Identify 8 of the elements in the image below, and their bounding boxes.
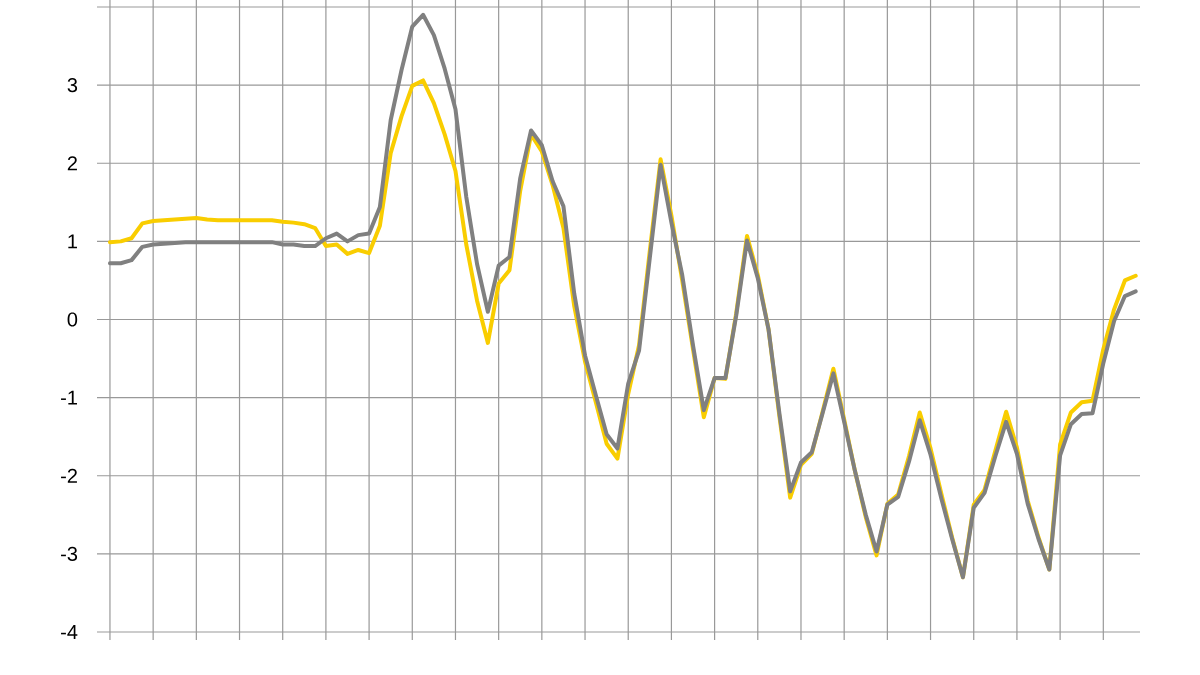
y-tick-label: 0 bbox=[67, 312, 78, 327]
y-tick-label: -2 bbox=[61, 468, 77, 483]
y-tick-label: -3 bbox=[61, 546, 78, 561]
y-tick-label: 3 bbox=[67, 78, 78, 93]
y-tick-label: -1 bbox=[61, 390, 77, 405]
y-tick-label: -4 bbox=[61, 625, 78, 639]
y-tick-label: 2 bbox=[67, 156, 77, 171]
y-tick-label: 1 bbox=[68, 234, 77, 249]
